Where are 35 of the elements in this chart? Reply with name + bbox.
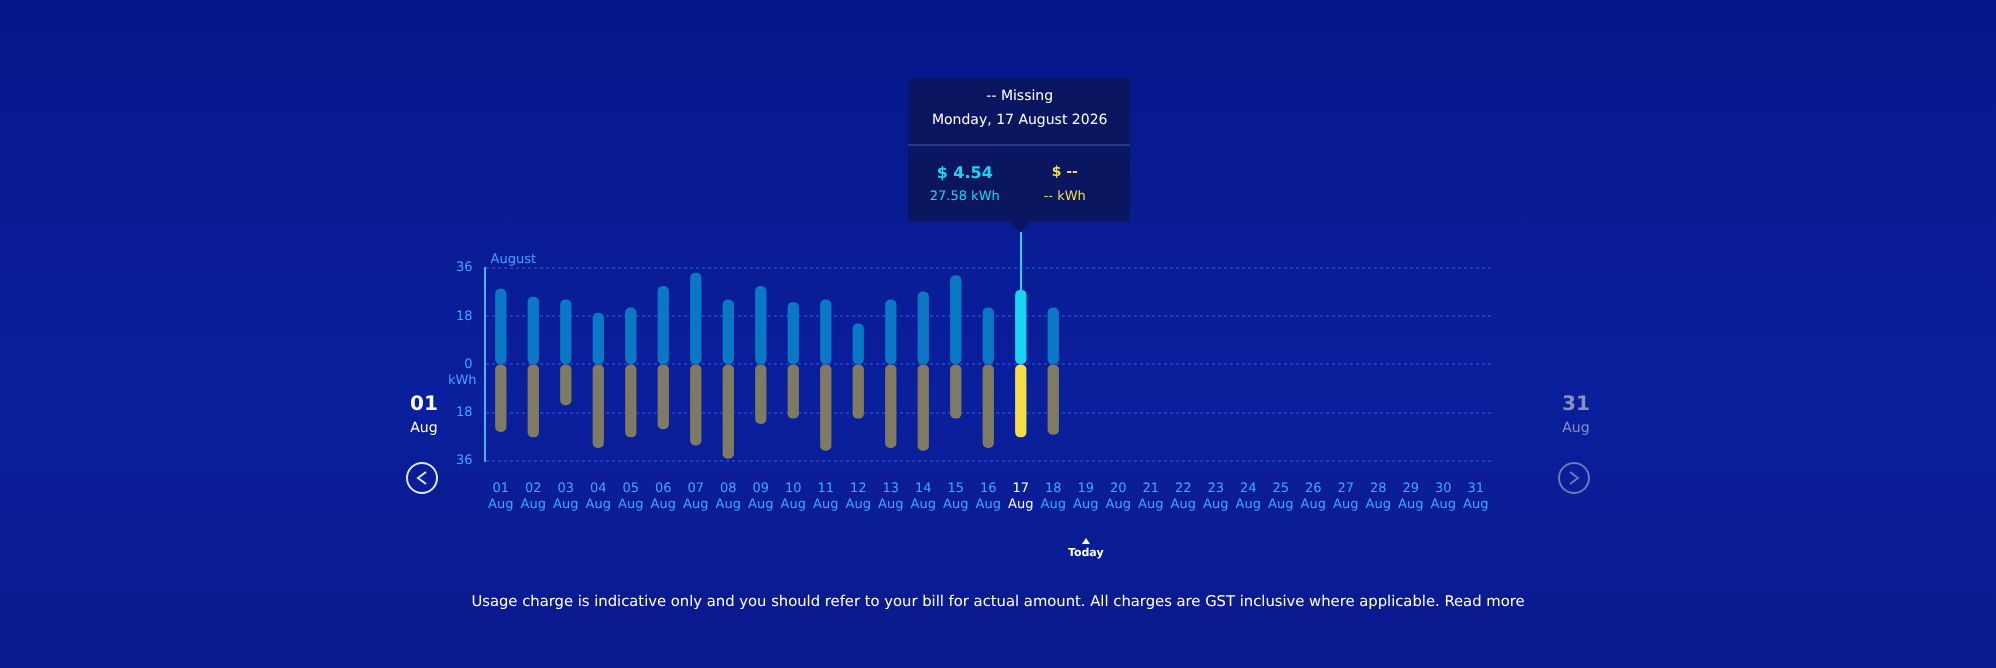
bar <box>560 364 572 406</box>
bar <box>755 286 767 365</box>
bar <box>690 272 702 365</box>
bar <box>917 364 929 451</box>
bar <box>755 364 767 424</box>
bar <box>690 364 702 446</box>
bar <box>885 299 897 365</box>
bar <box>917 291 929 365</box>
bar <box>527 364 539 438</box>
bar <box>852 323 864 365</box>
bar <box>495 288 507 365</box>
bar <box>560 299 572 365</box>
bar <box>820 299 832 365</box>
bar <box>592 364 604 449</box>
bar <box>982 364 994 449</box>
bar <box>1047 307 1059 365</box>
bar <box>527 296 539 365</box>
bar <box>950 364 962 419</box>
bar <box>1047 364 1059 435</box>
bar <box>982 307 994 365</box>
bar <box>950 275 962 365</box>
bar <box>787 302 799 365</box>
bar <box>885 364 897 449</box>
bar <box>852 364 864 419</box>
bar <box>625 307 637 365</box>
bar <box>1015 364 1027 438</box>
bar <box>787 364 799 419</box>
bar <box>657 364 669 430</box>
bar <box>592 312 604 365</box>
bar <box>495 364 507 432</box>
bar <box>625 364 637 438</box>
bar <box>657 286 669 365</box>
bar <box>820 364 832 451</box>
bar <box>722 299 734 365</box>
bar <box>722 364 734 459</box>
